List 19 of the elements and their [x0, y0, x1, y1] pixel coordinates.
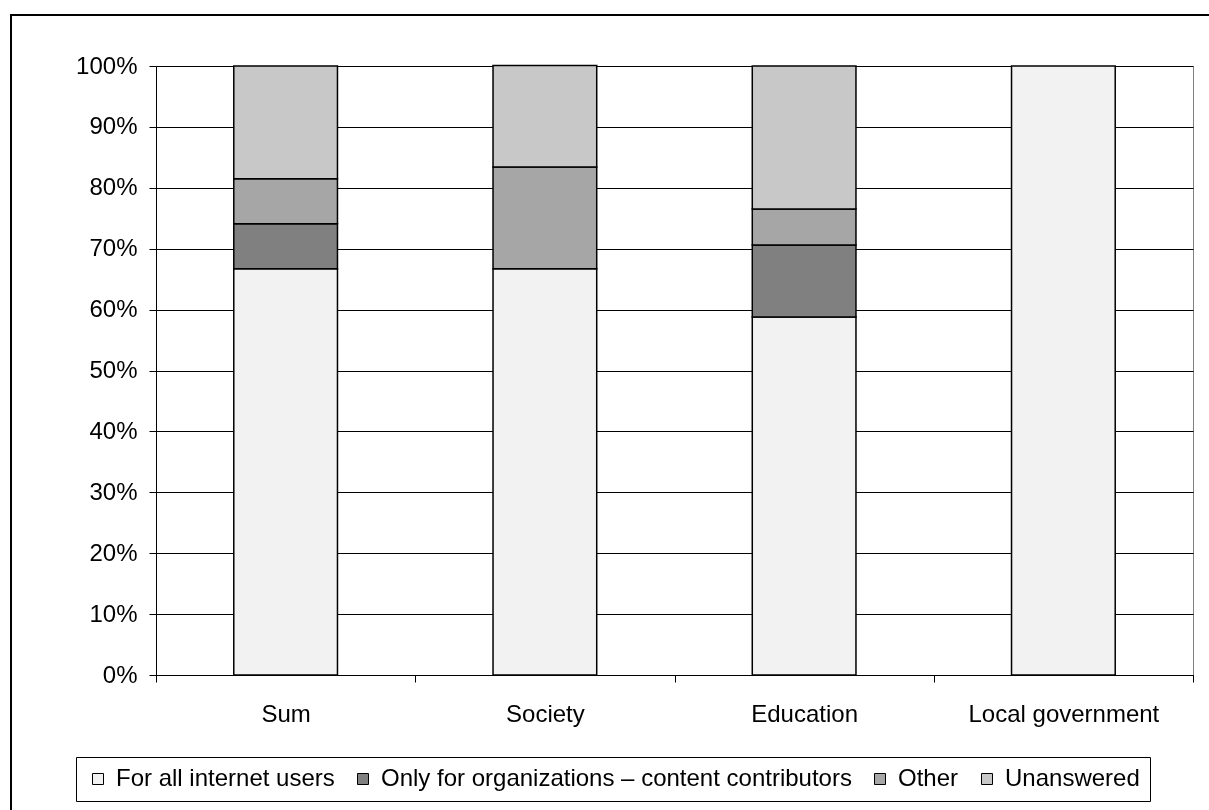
legend-label: Other — [898, 764, 959, 791]
y-tick-label: 40% — [89, 416, 138, 444]
x-tick-label: Education — [751, 699, 858, 727]
x-tick-label: Sum — [261, 699, 311, 727]
x-tick-label: Society — [506, 699, 585, 727]
y-tick-label: 70% — [89, 234, 138, 262]
y-tick-label: 30% — [89, 477, 138, 505]
legend-label: Only for organizations – content contributors — [381, 764, 852, 791]
y-tick-label: 0% — [102, 660, 138, 688]
y-tick-label: 60% — [89, 295, 138, 323]
legend-label: For all internet users — [116, 764, 335, 791]
y-tick-label: 90% — [89, 112, 138, 140]
y-tick-label: 80% — [89, 173, 138, 201]
y-tick-label: 100% — [76, 51, 138, 79]
y-tick-label: 50% — [89, 356, 138, 383]
x-tick-label: Local government — [968, 699, 1160, 727]
legend-label: Unanswered — [1005, 764, 1140, 791]
y-tick-label: 10% — [89, 599, 138, 627]
y-tick-label: 20% — [89, 538, 138, 566]
